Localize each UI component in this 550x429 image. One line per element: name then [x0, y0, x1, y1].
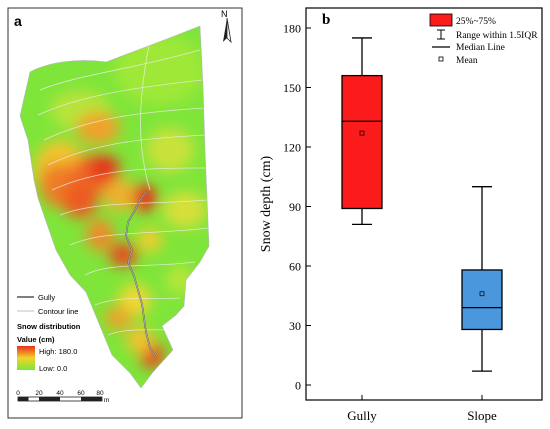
boxes [341, 37, 503, 372]
box-slope [461, 186, 503, 372]
mean-marker-gully [359, 130, 365, 136]
legend-box-label: 25%~75% [456, 17, 496, 27]
scale-tick-60: 60 [77, 390, 85, 397]
plot-frame [305, 7, 543, 401]
y-axis: 0 30 60 90 120 150 180 [283, 22, 311, 393]
y-tick-label-150: 150 [283, 81, 301, 95]
basin-outline [19, 25, 210, 389]
legend-median-label: Median Line [456, 43, 505, 53]
north-letter: N [221, 9, 228, 19]
map-frame [7, 7, 243, 419]
y-tick-label-120: 120 [283, 141, 301, 155]
legend-mean-label: Mean [456, 56, 478, 66]
x-tick-label-gully: Gully [347, 408, 377, 423]
map-panel: a N [7, 7, 243, 419]
box-gully [341, 37, 383, 226]
legend-low-label: Low: 0.0 [39, 364, 67, 373]
legend-box-swatch [429, 13, 453, 27]
legend-title-2: Value (cm) [17, 335, 55, 344]
contour-lines [37, 39, 209, 336]
panel-a-label: a [14, 13, 22, 29]
x-axis: Gully Slope [347, 395, 497, 423]
legend-color-ramp [17, 346, 35, 370]
scale-tick-80: 80 [96, 390, 104, 397]
y-axis-label: Snow depth (cm) [259, 155, 274, 252]
mean-marker-slope [479, 291, 485, 297]
scale-tick-40: 40 [56, 390, 64, 397]
scale-unit: m [104, 397, 109, 404]
legend-mean-swatch [438, 56, 444, 62]
x-tick-label-slope: Slope [467, 408, 497, 423]
scale-bar: 0 20 40 60 80 m [16, 390, 109, 404]
iqr-box-slope [461, 269, 503, 331]
legend-contour-label: Contour line [38, 307, 78, 316]
scale-tick-20: 20 [35, 390, 43, 397]
north-arrow-icon: N [221, 9, 232, 44]
y-tick-label-180: 180 [283, 22, 301, 36]
scale-tick-0: 0 [16, 390, 20, 397]
iqr-box-gully [341, 74, 383, 210]
y-tick-label-60: 60 [289, 260, 301, 274]
legend-high-label: High: 180.0 [39, 347, 77, 356]
legend-whisker-label: Range within 1.5IQR [456, 31, 538, 41]
legend-gully-label: Gully [38, 293, 55, 302]
boxplot-panel: b Snow depth (cm) 0 30 60 90 120 150 180 Gully… [259, 7, 543, 423]
legend-title-1: Snow distribution [17, 322, 81, 331]
panel-b-label: b [322, 12, 330, 28]
y-tick-label-90: 90 [289, 200, 301, 214]
y-tick-label-0: 0 [295, 379, 301, 393]
chart-legend: 25%~75% Range within 1.5IQR Median Line … [429, 13, 538, 66]
snow-distribution-map [20, 26, 209, 388]
y-tick-label-30: 30 [289, 319, 301, 333]
legend-whisker-swatch [437, 29, 445, 40]
map-legend: Gully Contour line Snow distribution Val… [17, 293, 81, 373]
